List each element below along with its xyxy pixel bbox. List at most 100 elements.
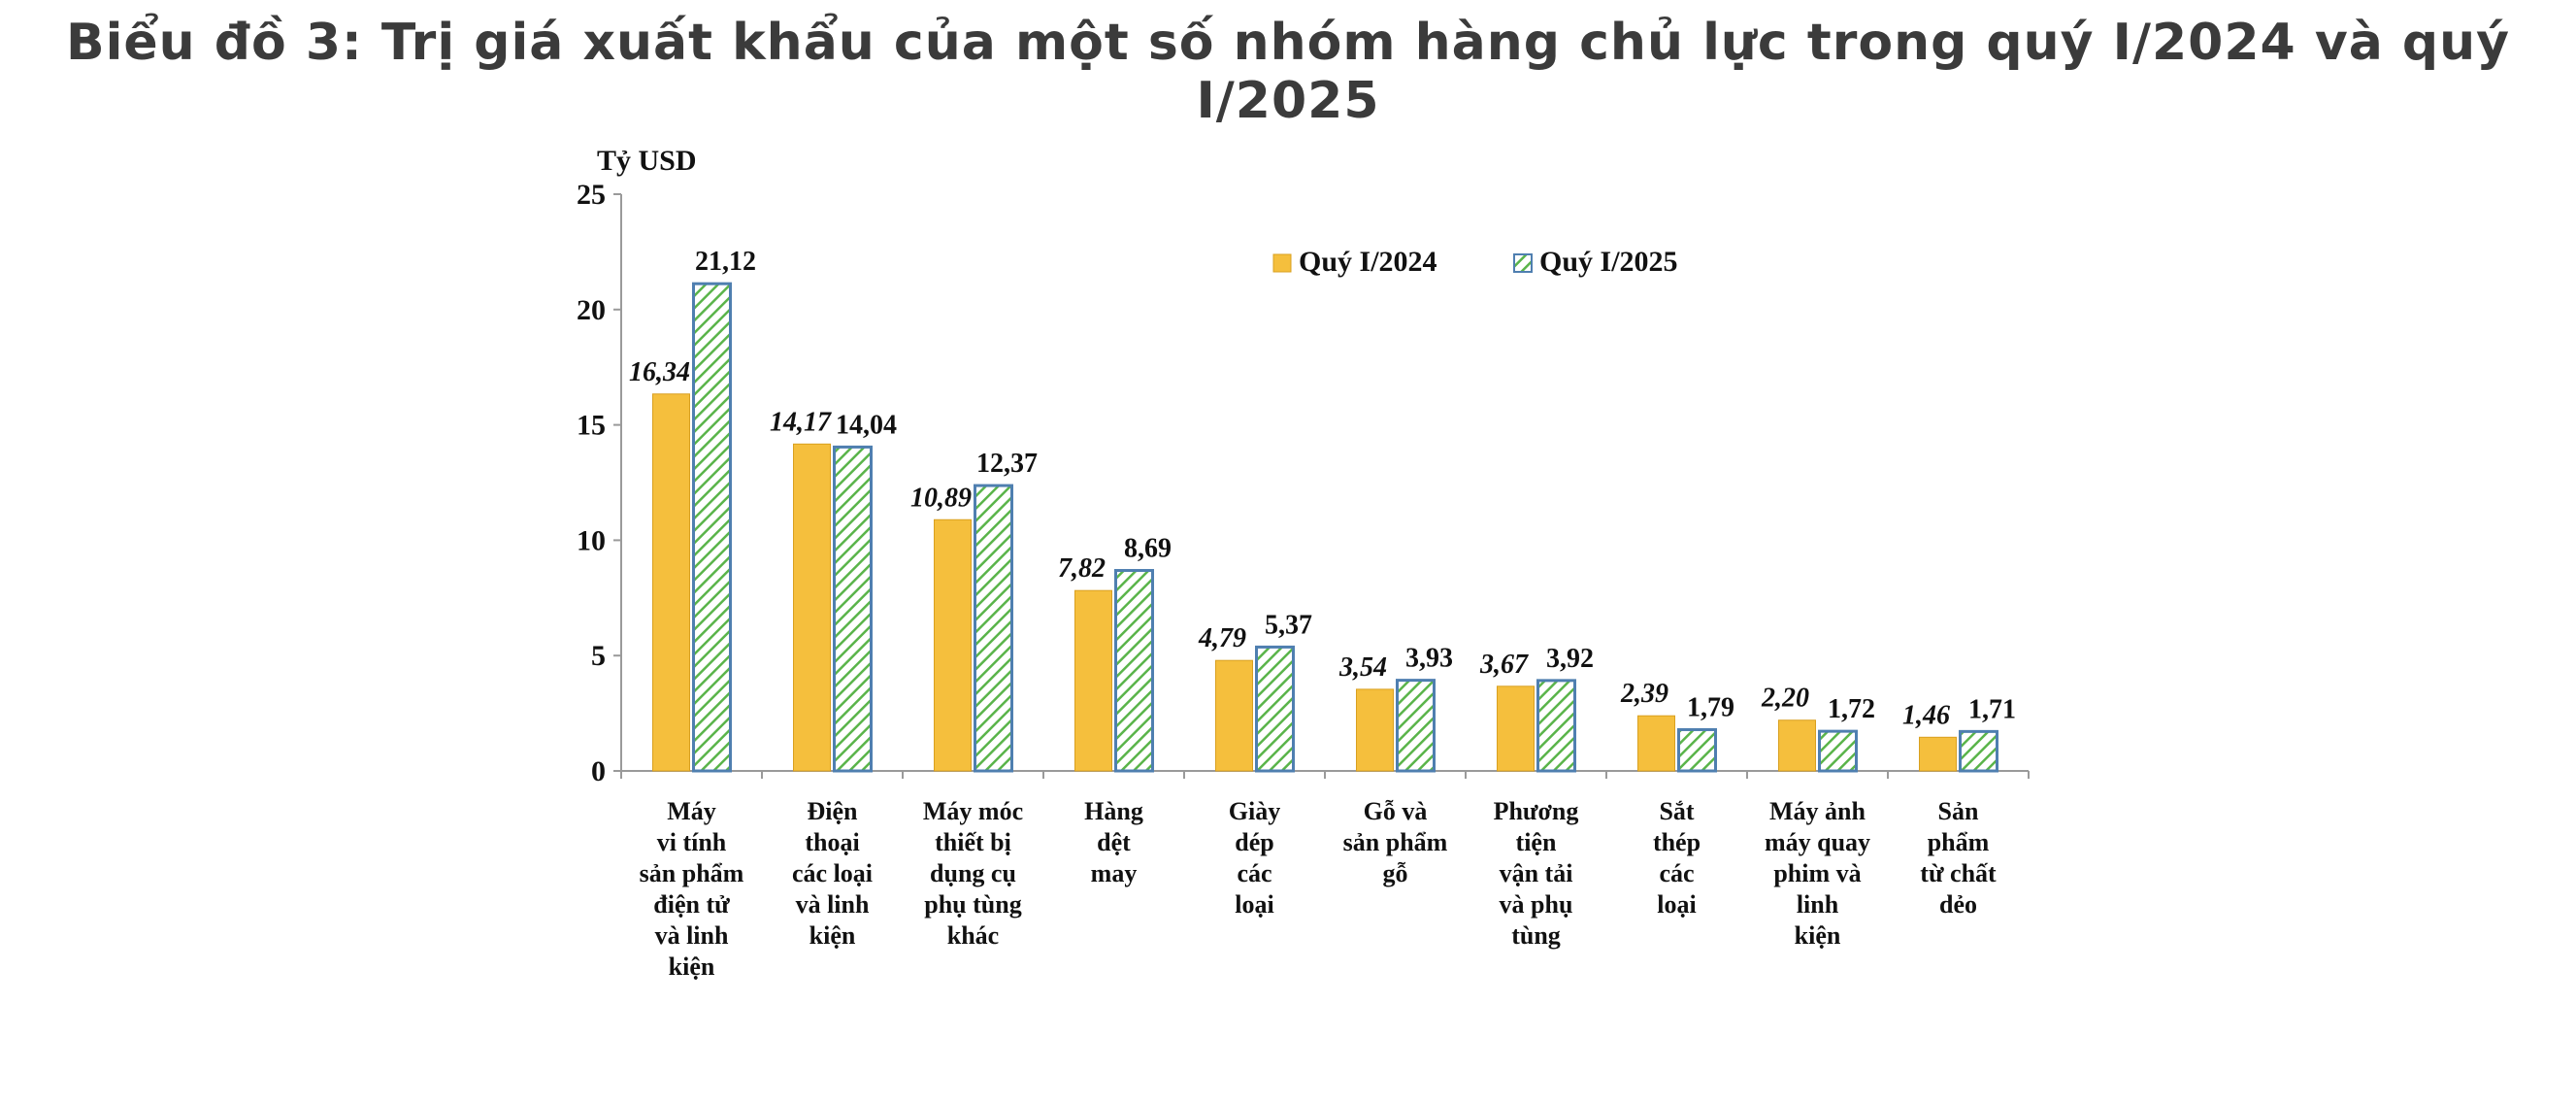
bar-2024 [1919, 736, 1957, 772]
x-tick-label: Sắt thép các loại [1653, 797, 1701, 919]
bar-2025 [1677, 727, 1717, 773]
data-label-2024: 1,46 [1902, 700, 1950, 730]
data-label-2025: 5,37 [1265, 610, 1312, 640]
x-tick-label-line: vận tải [1500, 859, 1573, 887]
bar-2025 [1536, 679, 1576, 773]
legend-swatch-2025 [1513, 253, 1533, 273]
x-tick-label-line: dép [1235, 828, 1273, 856]
bar-2024 [1637, 715, 1675, 772]
data-label-2024: 3,67 [1479, 650, 1529, 680]
data-label-2024: 3,54 [1338, 652, 1387, 683]
legend-label-2025: Quý I/2025 [1539, 246, 1678, 278]
y-tick-label: 15 [577, 410, 606, 442]
bar-2025 [1114, 569, 1154, 773]
x-tick-label-line: máy quay [1765, 828, 1870, 856]
data-label-2025: 1,71 [1968, 694, 2016, 724]
x-tick-label: Gỗ và sản phẩm gỗ [1343, 797, 1448, 887]
bar-2024 [1074, 589, 1112, 772]
x-tick-label-line: phẩm [1928, 828, 1990, 856]
legend-label-2024: Quý I/2024 [1299, 246, 1437, 278]
x-tick-label-line: may [1091, 859, 1138, 887]
x-tick-label-line: và linh [796, 890, 870, 919]
y-tick-label: 0 [591, 755, 606, 787]
data-label-2025: 8,69 [1124, 534, 1172, 564]
x-tick-label-line: loại [1657, 890, 1696, 919]
x-tick-label: Máy móc thiết bị dụng cụ phụ tùng khác [923, 797, 1023, 950]
x-tick-label-line: thép [1653, 828, 1701, 856]
x-tick-label-line: linh [1797, 890, 1839, 919]
data-label-2024: 2,20 [1761, 684, 1809, 714]
bar-2025 [1396, 679, 1436, 773]
data-label-2025: 12,37 [976, 449, 1038, 479]
page-title: Biểu đồ 3: Trị giá xuất khẩu của một số … [65, 14, 2511, 130]
data-label-2024: 4,79 [1198, 623, 1246, 653]
bar-2024 [1778, 719, 1816, 772]
x-tick-label-line: dẻo [1939, 890, 1977, 919]
x-tick-label-line: thoại [805, 828, 859, 856]
data-label-2024: 16,34 [629, 357, 690, 387]
data-label-2025: 21,12 [695, 247, 756, 277]
y-tick-label: 20 [577, 294, 606, 326]
data-label-2024: 7,82 [1058, 553, 1106, 584]
data-label-2024: 2,39 [1620, 679, 1668, 709]
x-tick-label-line: dệt [1097, 828, 1131, 856]
x-tick-label-line: tiện [1516, 828, 1557, 856]
x-tick-label: Phương tiện vận tải và phụ tùng [1494, 797, 1579, 950]
bar-2025 [1959, 729, 1998, 773]
x-tick-label-line: dụng cụ [930, 859, 1016, 887]
x-tick-label-line: kiện [809, 921, 856, 950]
x-tick-label-line: từ chất [1920, 859, 1997, 887]
x-tick-label: Điện thoại các loại và linh kiện [792, 797, 873, 950]
x-tick-label-line: thiết bị [935, 828, 1011, 856]
x-tick-label-line: các [1237, 859, 1271, 887]
bar-2024 [793, 443, 831, 772]
x-tick-label-line: kiện [1795, 921, 1841, 950]
x-tick-label-line: Hàng [1084, 797, 1143, 825]
y-tick-label: 10 [577, 524, 606, 556]
data-label-2025: 1,72 [1828, 694, 1875, 724]
x-tick-label-line: Sản [1938, 797, 1979, 825]
x-tick-label-line: phim và [1773, 859, 1861, 887]
bar-2024 [1215, 659, 1253, 772]
x-tick-label-line: Phương [1494, 797, 1579, 825]
x-tick-label-line: Sắt [1659, 797, 1694, 825]
x-tick-label-line: khác [947, 921, 999, 950]
x-tick-label-line: Gỗ và [1364, 797, 1428, 825]
y-axis-label: Tỷ USD [597, 145, 697, 177]
x-tick-label: Hàng dệt may [1084, 797, 1143, 887]
x-tick-label-line: và phụ [1500, 890, 1573, 919]
x-tick-label-line: vi tính [657, 828, 727, 856]
x-tick-label-line: điện tử [653, 890, 730, 919]
data-label-2025: 3,92 [1546, 644, 1594, 674]
x-tick-label-line: Máy móc [923, 797, 1023, 825]
data-label-2025: 1,79 [1687, 692, 1734, 722]
data-label-2025: 14,04 [836, 410, 897, 440]
x-tick-label-line: sản phẩm [640, 859, 744, 887]
bar-2024 [1356, 688, 1394, 772]
x-tick-label-line: các [1659, 859, 1694, 887]
bar-2025 [833, 445, 873, 773]
x-tick-label-line: sản phẩm [1343, 828, 1448, 856]
x-tick-label-line: Máy ảnh [1769, 797, 1866, 825]
x-tick-label-line: Điện [808, 797, 859, 825]
bar-2024 [1497, 685, 1535, 772]
x-tick-label-line: kiện [669, 953, 715, 981]
legend-swatch-2024 [1272, 253, 1292, 273]
bar-2025 [1255, 645, 1295, 773]
x-tick-label-line: loại [1235, 890, 1273, 919]
bar-2025 [1818, 729, 1858, 773]
x-tick-label-line: các loại [792, 859, 873, 887]
x-tick-label-line: và linh [655, 921, 729, 950]
x-tick-label-line: Giày [1229, 797, 1280, 825]
x-tick-label: Sản phẩm từ chất dẻo [1920, 797, 1997, 919]
x-tick-label-line: phụ tùng [924, 890, 1021, 919]
x-tick-label: Máy ảnh máy quay phim và linh kiện [1765, 797, 1870, 950]
y-tick-label: 25 [577, 179, 606, 211]
data-label-2025: 3,93 [1405, 644, 1453, 674]
data-label-2024: 10,89 [910, 483, 972, 513]
chart-legend: Quý I/2024 Quý I/2025 [1272, 246, 1678, 278]
bar-2025 [974, 484, 1013, 773]
